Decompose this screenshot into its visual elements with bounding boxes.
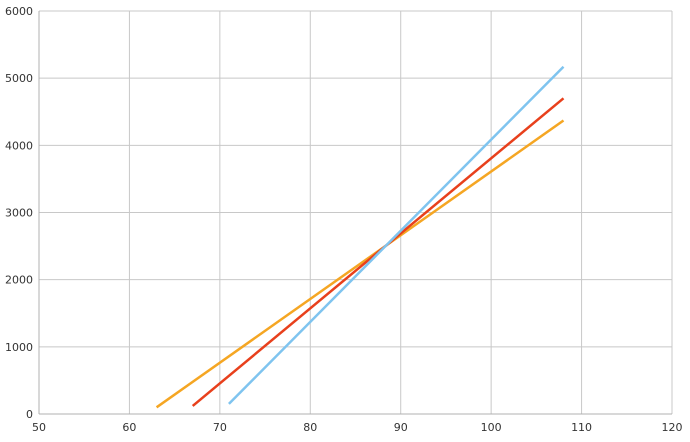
y-tick-label: 0: [26, 408, 33, 421]
tick-label-layer: 50 60 70 80 90 100 110 120 0 1000 2000 3000 4000 5000…: [5, 5, 683, 434]
x-tick-label: 110: [571, 421, 592, 434]
x-tick-label: 100: [481, 421, 502, 434]
y-tick-label: 2000: [5, 274, 33, 287]
x-tick-label: 50: [32, 421, 46, 434]
y-tick-label: 1000: [5, 341, 33, 354]
series-layer: [155, 65, 565, 409]
y-tick-label: 4000: [5, 139, 33, 152]
x-tick-label: 60: [122, 421, 136, 434]
x-tick-label: 70: [213, 421, 227, 434]
series-line-1: [155, 119, 565, 409]
series-line-3: [228, 65, 565, 405]
x-tick-label: 120: [662, 421, 683, 434]
y-tick-label: 3000: [5, 207, 33, 220]
grid-layer: [38, 10, 673, 415]
x-tick-label: 90: [394, 421, 408, 434]
x-tick-label: 80: [303, 421, 317, 434]
y-tick-label: 6000: [5, 5, 33, 18]
axis-layer: [38, 11, 672, 415]
y-tick-label: 5000: [5, 72, 33, 85]
